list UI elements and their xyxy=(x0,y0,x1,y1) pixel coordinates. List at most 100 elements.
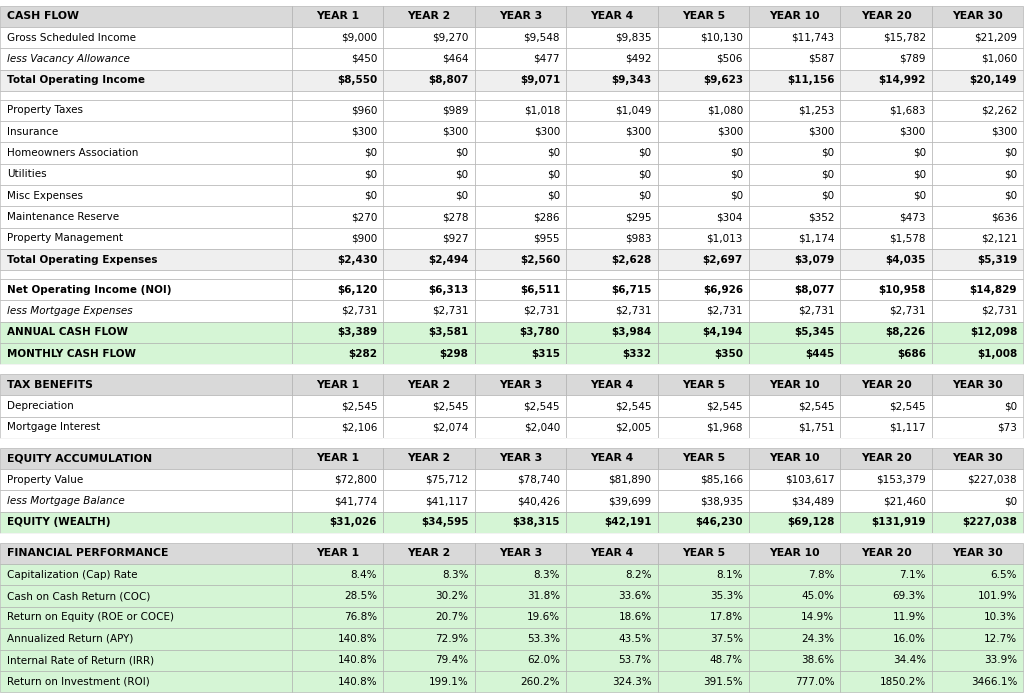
Text: 28.5%: 28.5% xyxy=(344,591,377,601)
Bar xyxy=(750,585,841,607)
Text: $34,489: $34,489 xyxy=(792,496,835,506)
Text: $3,389: $3,389 xyxy=(337,327,377,337)
Text: $0: $0 xyxy=(1005,190,1017,201)
Text: $4,194: $4,194 xyxy=(702,327,743,337)
Bar xyxy=(750,279,841,300)
Bar xyxy=(750,228,841,249)
Text: $2,545: $2,545 xyxy=(615,401,651,411)
Bar xyxy=(932,48,1023,70)
Bar xyxy=(475,48,566,70)
Bar xyxy=(383,270,475,279)
Bar xyxy=(566,322,657,343)
Bar xyxy=(383,650,475,671)
Text: $78,740: $78,740 xyxy=(517,475,560,484)
Text: 19.6%: 19.6% xyxy=(527,612,560,623)
Text: 8.3%: 8.3% xyxy=(534,570,560,580)
Bar xyxy=(566,27,657,48)
Bar xyxy=(932,417,1023,438)
Bar xyxy=(383,607,475,628)
Bar xyxy=(566,6,657,27)
Bar xyxy=(292,206,383,228)
Text: $282: $282 xyxy=(348,349,377,359)
Bar xyxy=(292,364,383,374)
Text: $15,782: $15,782 xyxy=(883,33,926,42)
Text: 324.3%: 324.3% xyxy=(611,676,651,687)
Bar xyxy=(566,206,657,228)
Bar xyxy=(566,650,657,671)
Text: $2,106: $2,106 xyxy=(341,423,377,432)
Text: $0: $0 xyxy=(638,190,651,201)
Text: 45.0%: 45.0% xyxy=(802,591,835,601)
Text: YEAR 5: YEAR 5 xyxy=(682,11,725,22)
Bar xyxy=(475,185,566,206)
Bar xyxy=(0,249,292,270)
Bar xyxy=(841,491,932,512)
Text: $304: $304 xyxy=(717,212,743,222)
Bar xyxy=(566,163,657,185)
Bar xyxy=(841,469,932,491)
Bar xyxy=(932,121,1023,142)
Text: 12.7%: 12.7% xyxy=(984,634,1017,644)
Text: $350: $350 xyxy=(714,349,743,359)
Bar xyxy=(383,300,475,322)
Text: $2,731: $2,731 xyxy=(981,306,1017,316)
Bar xyxy=(475,163,566,185)
Bar xyxy=(0,448,292,469)
Text: $10,130: $10,130 xyxy=(700,33,743,42)
Bar xyxy=(0,99,292,121)
Bar xyxy=(841,322,932,343)
Bar xyxy=(932,533,1023,543)
Bar xyxy=(657,249,750,270)
Bar xyxy=(0,543,292,564)
Bar xyxy=(657,99,750,121)
Text: Capitalization (Cap) Rate: Capitalization (Cap) Rate xyxy=(7,570,137,580)
Bar xyxy=(383,628,475,650)
Bar xyxy=(292,533,383,543)
Text: 8.1%: 8.1% xyxy=(717,570,743,580)
Text: TAX BENEFITS: TAX BENEFITS xyxy=(7,379,93,390)
Bar xyxy=(0,163,292,185)
Text: less Vacancy Allowance: less Vacancy Allowance xyxy=(7,54,130,64)
Text: $9,000: $9,000 xyxy=(341,33,377,42)
Bar xyxy=(475,491,566,512)
Text: YEAR 5: YEAR 5 xyxy=(682,548,725,558)
Bar xyxy=(841,417,932,438)
Bar xyxy=(841,279,932,300)
Bar xyxy=(657,417,750,438)
Bar xyxy=(475,142,566,163)
Text: YEAR 1: YEAR 1 xyxy=(316,548,359,558)
Text: Mortgage Interest: Mortgage Interest xyxy=(7,423,100,432)
Text: YEAR 1: YEAR 1 xyxy=(316,453,359,464)
Bar xyxy=(0,142,292,163)
Text: 38.6%: 38.6% xyxy=(801,655,835,665)
Text: 140.8%: 140.8% xyxy=(338,676,377,687)
Bar xyxy=(292,279,383,300)
Bar xyxy=(932,564,1023,585)
Bar xyxy=(841,91,932,99)
Bar xyxy=(0,491,292,512)
Bar xyxy=(841,448,932,469)
Text: $0: $0 xyxy=(1005,496,1017,506)
Bar xyxy=(657,163,750,185)
Bar xyxy=(932,27,1023,48)
Text: YEAR 30: YEAR 30 xyxy=(952,548,1004,558)
Bar xyxy=(0,607,292,628)
Bar xyxy=(475,279,566,300)
Text: $0: $0 xyxy=(638,148,651,158)
Text: $300: $300 xyxy=(351,126,377,137)
Text: 33.6%: 33.6% xyxy=(618,591,651,601)
Bar xyxy=(750,438,841,448)
Text: $6,511: $6,511 xyxy=(520,285,560,295)
Text: 37.5%: 37.5% xyxy=(710,634,743,644)
Text: $9,071: $9,071 xyxy=(520,75,560,85)
Bar xyxy=(750,671,841,692)
Bar xyxy=(566,564,657,585)
Text: $0: $0 xyxy=(1005,148,1017,158)
Text: YEAR 3: YEAR 3 xyxy=(499,548,542,558)
Bar xyxy=(475,448,566,469)
Bar xyxy=(383,91,475,99)
Bar xyxy=(292,512,383,533)
Text: Property Value: Property Value xyxy=(7,475,83,484)
Text: 140.8%: 140.8% xyxy=(338,634,377,644)
Bar xyxy=(841,142,932,163)
